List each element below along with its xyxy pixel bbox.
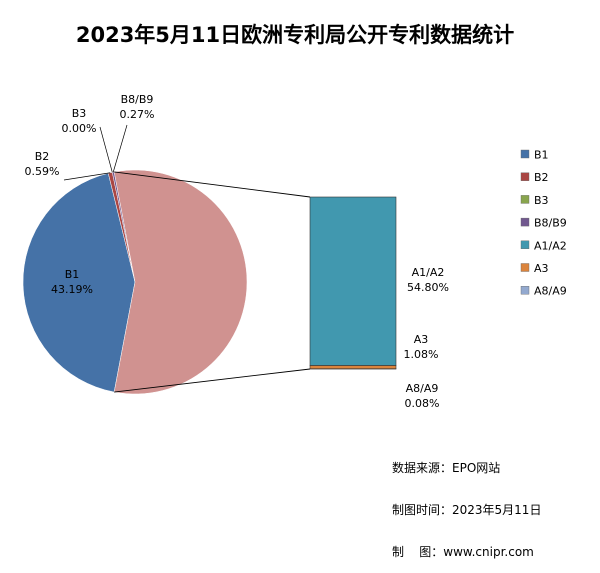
author-line: 制 图：www.cnipr.com <box>392 545 541 559</box>
pie-chart: 2023年5月11日欧洲专利局公开专利数据统计 B1 43.19% B2 0.59% B… <box>0 0 600 485</box>
chart-title: 2023年5月11日欧洲专利局公开专利数据统计 <box>76 23 514 47</box>
legend-swatch-b1 <box>521 150 529 158</box>
legend-label-b8-b9: B8/B9 <box>534 217 567 230</box>
data-label-name-a1-a2: A1/A2 <box>412 266 445 279</box>
source-line: 数据来源：EPO网站 <box>392 461 541 475</box>
data-label-name-a8-a9: A8/A9 <box>406 382 439 395</box>
legend-label-b2: B2 <box>534 171 549 184</box>
data-label-value-a8-a9: 0.08% <box>405 397 440 410</box>
data-label-value-a3: 1.08% <box>404 348 439 361</box>
data-label-value-a1-a2: 54.80% <box>407 281 449 294</box>
legend-swatch-a8-a9 <box>521 286 529 294</box>
leader-line-b3 <box>100 127 112 172</box>
legend-label-b1: B1 <box>534 149 549 162</box>
data-label-name-b1: B1 <box>65 268 80 281</box>
leader-line-b8-b9 <box>113 125 127 172</box>
data-label-name-b8-b9: B8/B9 <box>121 93 154 106</box>
legend-label-a1-a2: A1/A2 <box>534 239 567 252</box>
data-label-value-b3: 0.00% <box>62 122 97 135</box>
legend-swatch-b8-b9 <box>521 218 529 226</box>
data-label-value-b8-b9: 0.27% <box>120 108 155 121</box>
data-label-name-b2: B2 <box>35 150 50 163</box>
legend-swatch-a1-a2 <box>521 241 529 249</box>
data-label-value-b1: 43.19% <box>51 283 93 296</box>
legend-label-b3: B3 <box>534 194 549 207</box>
legend-swatch-b3 <box>521 195 529 203</box>
bar-segment-a1-a2 <box>310 197 396 365</box>
legend-label-a8-a9: A8/A9 <box>534 285 567 298</box>
legend-label-a3: A3 <box>534 262 549 275</box>
date-line: 制图时间：2023年5月11日 <box>392 503 541 517</box>
data-label-value-b2: 0.59% <box>25 165 60 178</box>
legend-swatch-b2 <box>521 173 529 181</box>
data-label-name-a3: A3 <box>414 333 429 346</box>
legend-swatch-a3 <box>521 264 529 272</box>
source-info: 数据来源：EPO网站 制图时间：2023年5月11日 制 图：www.cnipr… <box>392 433 541 573</box>
bar-segment-a3 <box>310 365 396 368</box>
data-label-name-b3: B3 <box>72 107 87 120</box>
